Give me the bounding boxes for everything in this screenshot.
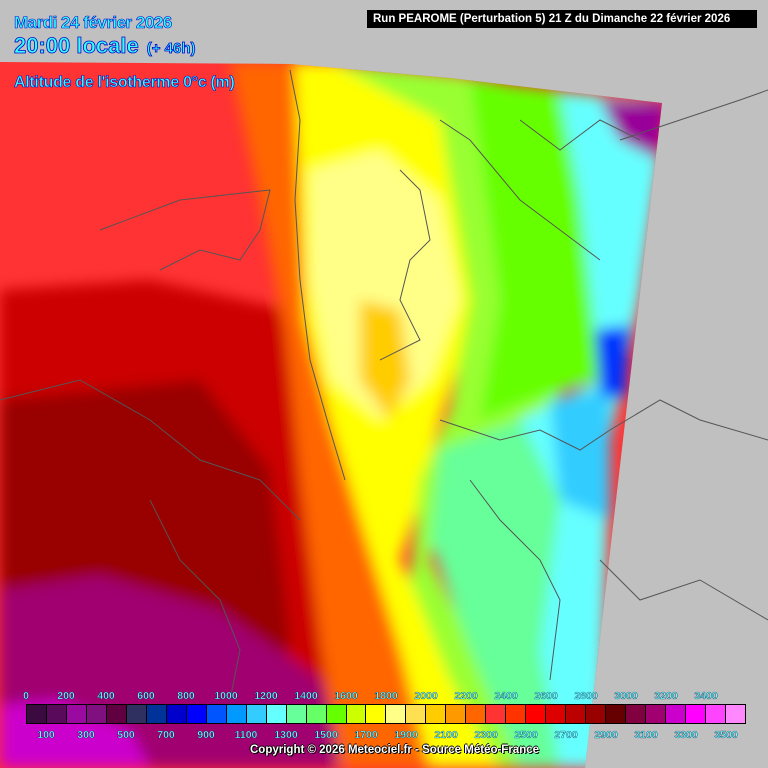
scale-label-top: 800 (177, 690, 195, 702)
scale-swatch (306, 705, 327, 723)
zone-light-blue (550, 390, 610, 520)
zone-aqua-green (430, 420, 560, 768)
scale-swatch (526, 705, 547, 723)
scale-label-bottom: 1900 (394, 729, 418, 741)
scale-swatch (86, 705, 107, 723)
scale-label-top: 0 (23, 690, 29, 702)
scale-label-top: 2600 (534, 690, 558, 702)
scale-swatch (27, 705, 47, 723)
forecast-date: Mardi 24 février 2026 (14, 13, 173, 33)
scale-swatch (626, 705, 647, 723)
scale-swatch (446, 705, 467, 723)
scale-label-top: 1800 (374, 690, 398, 702)
scale-label-top: 2200 (454, 690, 478, 702)
scale-label-bottom: 100 (37, 729, 55, 741)
scale-swatch (326, 705, 347, 723)
scale-swatch (386, 705, 407, 723)
scale-swatch (566, 705, 587, 723)
zone-bright-green (470, 80, 600, 420)
scale-swatch (466, 705, 487, 723)
scale-swatch (126, 705, 147, 723)
scale-label-bottom: 700 (157, 729, 175, 741)
scale-label-bottom: 2100 (434, 729, 458, 741)
scale-label-top: 2800 (574, 690, 598, 702)
scale-swatch (46, 705, 67, 723)
lead-time: (+ 46h) (146, 40, 196, 58)
scale-label-top: 1000 (214, 690, 238, 702)
scale-label-top: 2400 (494, 690, 518, 702)
copyright: Copyright © 2026 Meteociel.fr - Source M… (250, 744, 540, 756)
scale-label-bottom: 300 (77, 729, 95, 741)
scale-label-bottom: 1700 (354, 729, 378, 741)
scale-swatch (606, 705, 627, 723)
color-scale (26, 704, 746, 724)
scale-label-top: 600 (137, 690, 155, 702)
scale-swatch (366, 705, 387, 723)
scale-swatch (486, 705, 507, 723)
scale-swatch (506, 705, 527, 723)
scale-label-top: 1400 (294, 690, 318, 702)
scale-label-top: 3200 (654, 690, 678, 702)
scale-label-top: 1600 (334, 690, 358, 702)
scale-label-bottom: 900 (197, 729, 215, 741)
scale-label-top: 1200 (254, 690, 278, 702)
scale-label-bottom: 3500 (714, 729, 738, 741)
scale-swatch (586, 705, 607, 723)
scale-swatch (146, 705, 167, 723)
scale-swatch (725, 705, 745, 723)
scale-label-top: 200 (57, 690, 75, 702)
scale-swatch (286, 705, 307, 723)
scale-label-bottom: 2700 (554, 729, 578, 741)
country-borders (0, 69, 768, 701)
zone-orange-spot (360, 300, 410, 420)
scale-swatch (546, 705, 567, 723)
scale-label-top: 3000 (614, 690, 638, 702)
scale-swatch (206, 705, 227, 723)
scale-swatch (106, 705, 127, 723)
scale-swatch (346, 705, 367, 723)
scale-swatch (166, 705, 187, 723)
scale-swatch (266, 705, 287, 723)
scale-label-bottom: 2900 (594, 729, 618, 741)
scale-swatch (186, 705, 207, 723)
zone-blue (595, 325, 630, 400)
scale-label-bottom: 1500 (314, 729, 338, 741)
scale-swatch (426, 705, 447, 723)
scale-swatch (646, 705, 666, 723)
scale-label-bottom: 1100 (234, 729, 258, 741)
scale-swatch (666, 705, 686, 723)
forecast-time: 20:00 locale (+ 46h) (14, 33, 196, 59)
zone-purple-ne (600, 100, 662, 160)
scale-swatch (685, 705, 706, 723)
scale-label-bottom: 2500 (514, 729, 538, 741)
scale-swatch (705, 705, 726, 723)
scale-swatch (226, 705, 247, 723)
scale-label-top: 3400 (694, 690, 718, 702)
scale-label-bottom: 2300 (474, 729, 498, 741)
scale-label-top: 400 (97, 690, 115, 702)
scale-swatch (246, 705, 267, 723)
local-time: 20:00 locale (14, 33, 140, 59)
scale-label-bottom: 1300 (274, 729, 298, 741)
scale-swatch (66, 705, 87, 723)
scale-label-bottom: 500 (117, 729, 135, 741)
parameter-title: Altitude de l'isotherme 0°c (m) (14, 74, 235, 92)
scale-label-bottom: 3300 (674, 729, 698, 741)
scale-swatch (406, 705, 427, 723)
run-info: Run PEAROME (Perturbation 5) 21 Z du Dim… (367, 10, 757, 28)
scale-label-bottom: 3100 (634, 729, 658, 741)
scale-label-top: 2000 (414, 690, 438, 702)
zone-light-yellow (310, 150, 460, 420)
